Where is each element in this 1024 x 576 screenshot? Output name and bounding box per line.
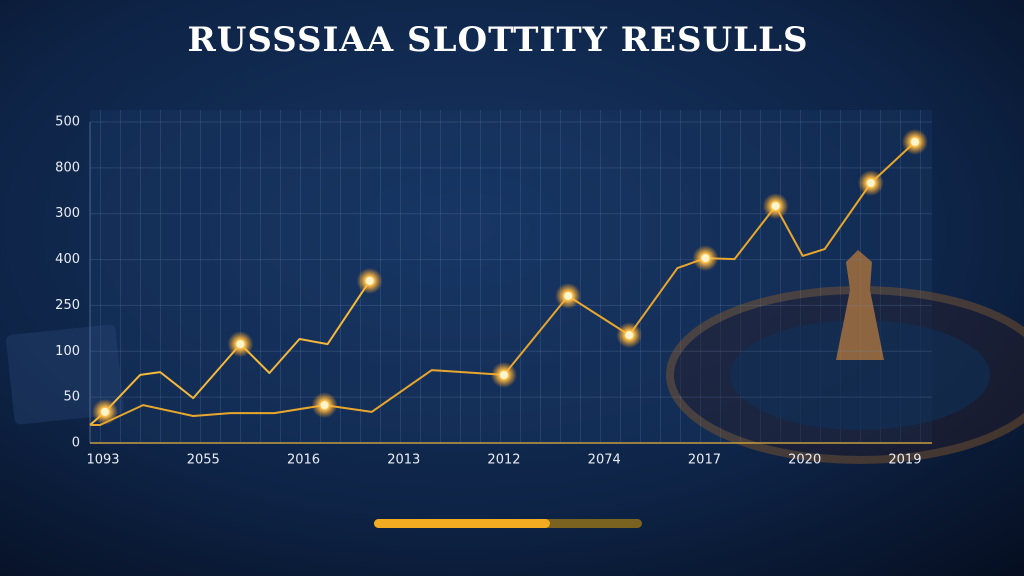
point bbox=[499, 370, 508, 379]
point bbox=[101, 407, 110, 416]
chart-title: RUSSSIAA SLOTTITY RESULLS bbox=[187, 20, 808, 60]
point bbox=[625, 331, 634, 340]
x-tick-label: 2020 bbox=[788, 453, 821, 468]
y-axis-label: 800 bbox=[55, 160, 80, 175]
x-tick-label: 2074 bbox=[588, 453, 621, 468]
series-line bbox=[90, 141, 916, 426]
y-axis-label: 400 bbox=[55, 252, 80, 267]
decoration bbox=[6, 250, 1024, 464]
point bbox=[701, 254, 710, 263]
y-axis-label: 300 bbox=[55, 206, 80, 221]
x-tick-label: 2013 bbox=[387, 453, 420, 468]
x-tick-label: 2055 bbox=[187, 453, 220, 468]
y-axis-label: 100 bbox=[55, 344, 80, 359]
series-line bbox=[89, 280, 371, 426]
y-axis-label: 50 bbox=[63, 390, 80, 405]
x-tick-label: 2019 bbox=[888, 453, 921, 468]
y-axis-label: 250 bbox=[55, 298, 80, 313]
x-tick-label: 1093 bbox=[86, 453, 119, 468]
progress-fill bbox=[374, 519, 550, 528]
point bbox=[365, 276, 374, 285]
x-tick-label: 2012 bbox=[487, 453, 520, 468]
point bbox=[564, 291, 573, 300]
x-tick-label: 2017 bbox=[688, 453, 721, 468]
point bbox=[320, 401, 329, 410]
point bbox=[910, 137, 919, 146]
x-tick-label: 2016 bbox=[287, 453, 320, 468]
point bbox=[236, 340, 245, 349]
point bbox=[771, 202, 780, 211]
y-axis-label: 500 bbox=[55, 115, 80, 130]
point bbox=[866, 178, 875, 187]
y-axis-label: 0 bbox=[72, 436, 80, 451]
